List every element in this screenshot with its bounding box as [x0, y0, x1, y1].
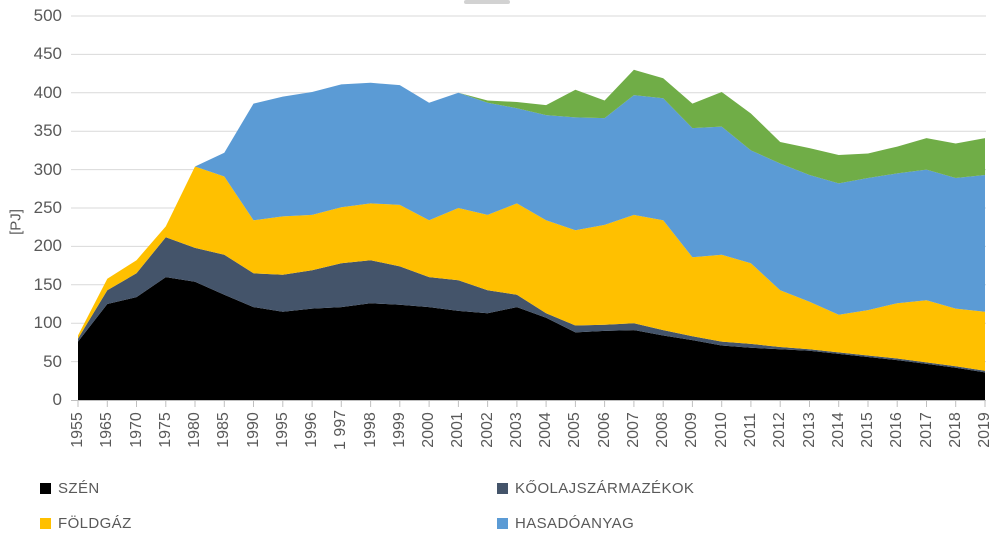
- y-axis-tick-label: 400: [33, 82, 62, 102]
- x-axis-tick-label: 2000: [420, 412, 438, 448]
- legend-label: FÖLDGÁZ: [58, 515, 132, 532]
- x-axis-tick-label: 2013: [800, 412, 818, 448]
- x-axis-tick-label: 1955: [69, 412, 86, 448]
- y-axis-tick-label: 150: [33, 274, 62, 294]
- legend-label: HASADÓANYAG: [515, 515, 635, 532]
- x-axis-tick-label: 1990: [244, 412, 262, 448]
- x-axis-tick-label: 2018: [946, 412, 964, 448]
- x-axis-tick-label: 1985: [215, 412, 233, 448]
- x-axis-tick-label: 2010: [712, 412, 730, 448]
- y-axis-tick-label: 300: [33, 159, 62, 179]
- area-series-HASADÓANYAG: [78, 82, 985, 336]
- y-axis-tick-label: 200: [33, 236, 62, 256]
- x-axis-tick-label: 2002: [478, 412, 496, 448]
- x-axis-tick-label: 1965: [98, 412, 116, 448]
- y-axis-tick-label: 100: [33, 313, 62, 333]
- x-axis-tick-label: 1995: [273, 412, 291, 448]
- x-axis-tick-label: 2007: [624, 412, 642, 448]
- legend-item-hasadoanyag: HASADÓANYAG: [497, 515, 634, 532]
- legend-item-foldgaz: FÖLDGÁZ: [40, 515, 132, 532]
- x-axis-tick-label: 2019: [976, 412, 993, 448]
- area-series-KŐOLAJSZÁRMAZÉKOK: [78, 237, 985, 373]
- y-axis-tick-label: 250: [33, 198, 62, 217]
- y-axis-tick-label: 50: [43, 351, 62, 371]
- area-series-SZÉN: [78, 277, 985, 400]
- x-axis-tick-label: 2015: [859, 412, 876, 448]
- x-axis-tick-label: 2005: [566, 412, 584, 448]
- x-axis-tick-label: 2009: [683, 412, 701, 448]
- x-axis-tick-label: 2006: [595, 412, 613, 448]
- szen-swatch: [40, 483, 51, 494]
- y-axis-unit-label: [PJ]: [7, 209, 25, 235]
- x-axis-tick-label: 2008: [654, 412, 672, 448]
- x-axis-tick-label: 2016: [888, 412, 906, 448]
- x-axis-tick-label: 2012: [771, 412, 789, 448]
- legend-item-koolajszarmazekok: KŐOLAJSZÁRMAZÉKOK: [497, 480, 694, 497]
- x-axis-tick-label: 1 997: [332, 409, 350, 451]
- x-axis-tick-label: 2014: [829, 412, 847, 448]
- y-axis-tick-label: 350: [33, 121, 62, 141]
- x-axis-tick-label: 2003: [507, 412, 525, 448]
- legend-item-szen: SZÉN: [40, 480, 100, 497]
- foldgaz-swatch: [40, 518, 51, 529]
- x-axis-tick-label: 1999: [390, 412, 408, 448]
- y-axis-tick-label: 450: [33, 44, 62, 64]
- cut-off-title-remnant: [464, 0, 510, 4]
- x-axis-tick-label: 1975: [156, 412, 174, 448]
- y-axis-tick-label: 500: [33, 6, 62, 25]
- y-axis-tick-label: 0: [52, 390, 62, 409]
- x-axis-tick-label: 2001: [449, 412, 467, 448]
- x-axis-tick-label: 1970: [127, 412, 145, 448]
- koolajszarmazekok-swatch: [497, 483, 508, 494]
- area-series-green-unlabeled: [78, 69, 985, 336]
- hasadoanyag-swatch: [497, 518, 508, 529]
- x-axis-tick-label: 2017: [917, 412, 935, 448]
- legend-label: SZÉN: [58, 480, 100, 497]
- area-series-FÖLDGÁZ: [78, 166, 985, 371]
- legend-label: KŐOLAJSZÁRMAZÉKOK: [515, 480, 695, 497]
- x-axis-tick-label: 1998: [361, 412, 379, 448]
- x-axis-tick-label: 2011: [741, 412, 759, 448]
- x-axis-tick-label: 1996: [303, 412, 321, 448]
- x-axis-tick-label: 1980: [186, 412, 203, 448]
- x-axis-tick-label: 2004: [537, 412, 555, 448]
